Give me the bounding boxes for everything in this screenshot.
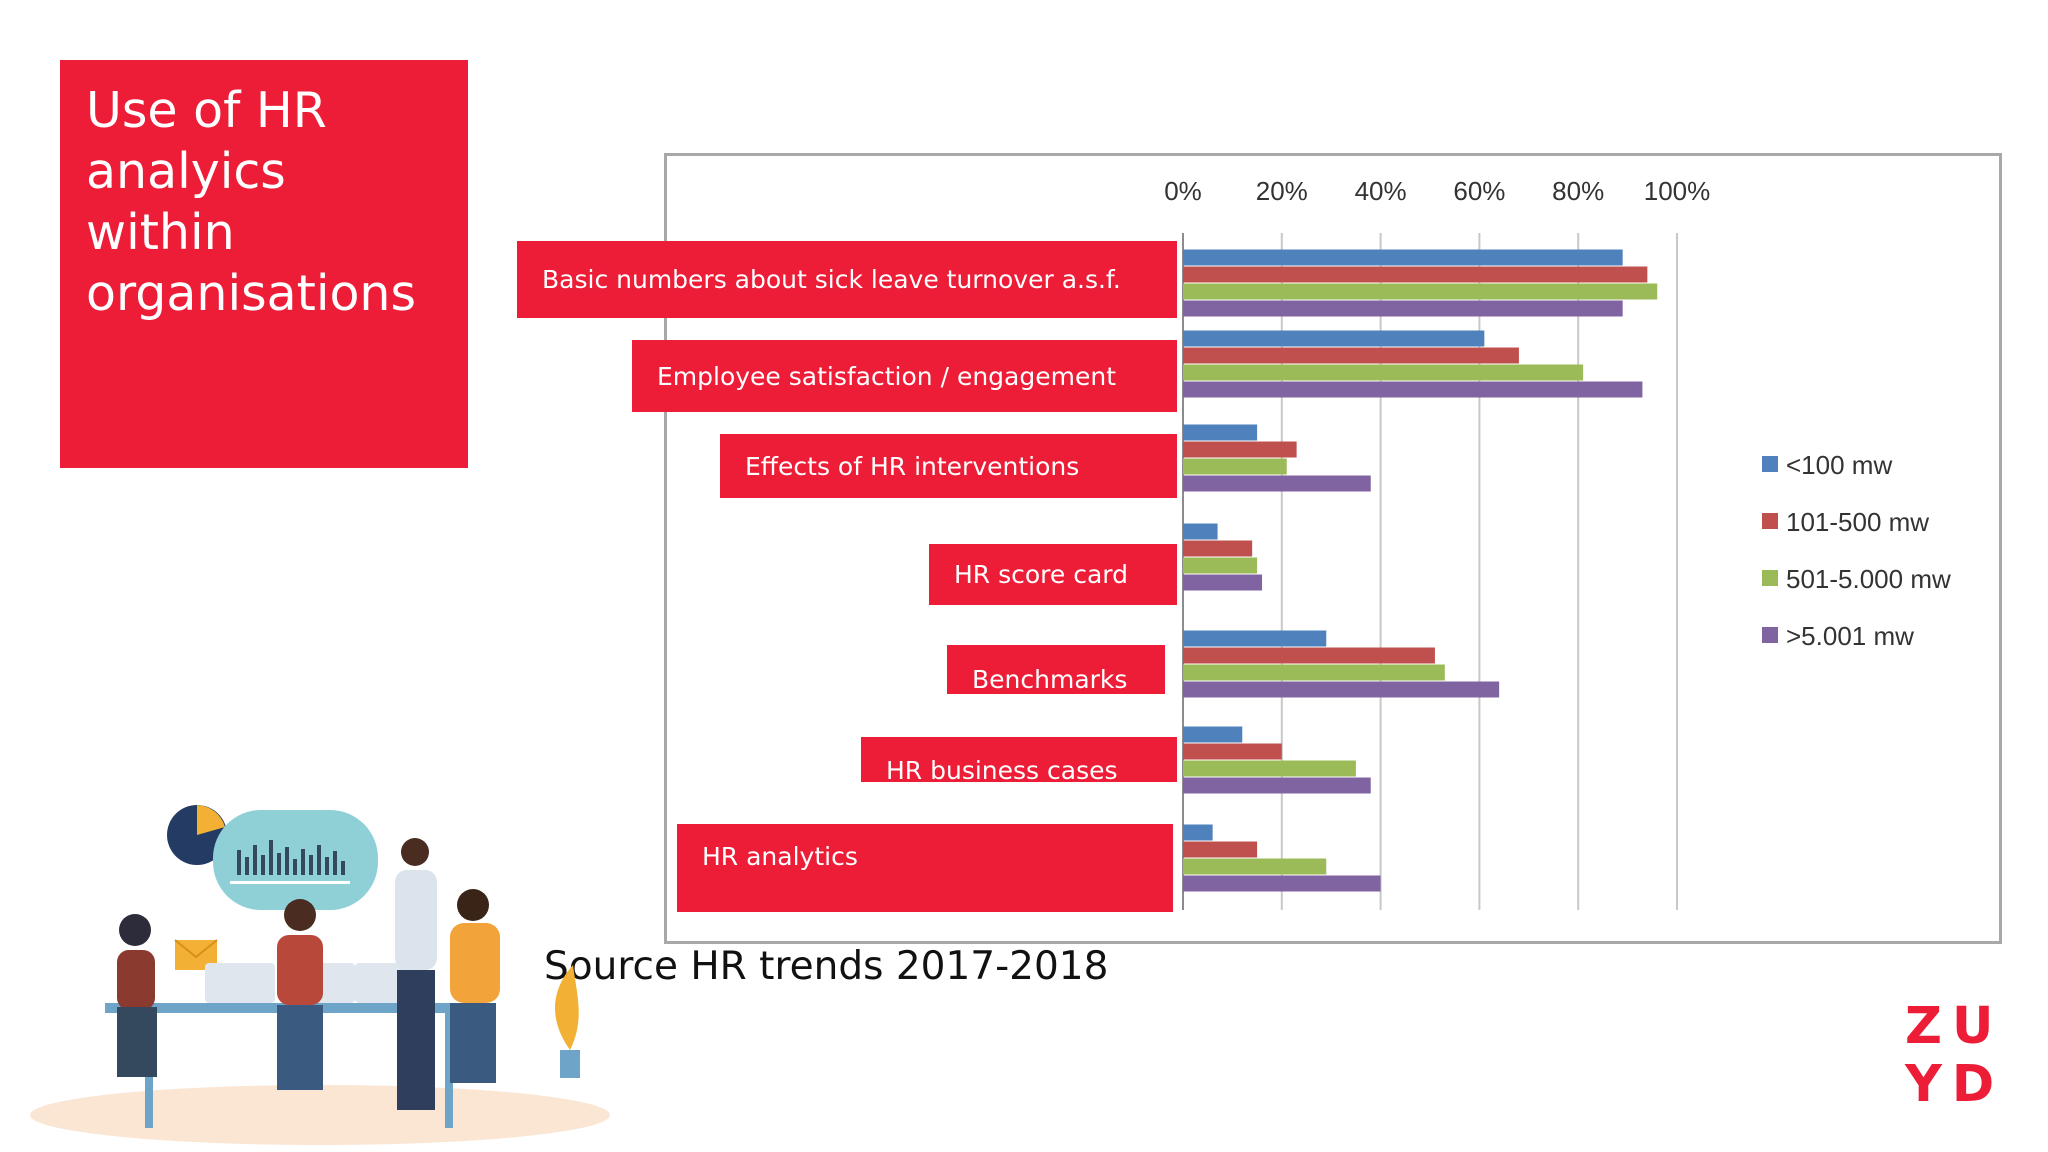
category-label: HR business cases — [861, 737, 1177, 782]
bar — [1183, 743, 1282, 760]
x-tick-label: 80% — [1552, 176, 1604, 206]
bar — [1183, 475, 1371, 492]
zuyd-logo: ZU YD — [1905, 998, 1995, 1114]
category-label: HR score card — [929, 544, 1177, 605]
bar — [1183, 777, 1371, 794]
bar — [1183, 283, 1658, 300]
bar — [1183, 824, 1213, 841]
bar — [1183, 760, 1356, 777]
bar — [1183, 858, 1327, 875]
source-caption: Source HR trends 2017-2018 — [544, 944, 1109, 989]
bar — [1183, 266, 1648, 283]
team-meeting-illustration — [30, 805, 610, 1145]
legend-swatch — [1762, 570, 1778, 586]
legend-label: <100 mw — [1786, 450, 1892, 480]
bar — [1183, 300, 1623, 317]
category-label: Benchmarks — [947, 645, 1165, 694]
bar — [1183, 249, 1623, 266]
logo-line: YD — [1905, 1055, 2005, 1114]
bar — [1183, 681, 1500, 698]
legend-label: 501-5.000 mw — [1786, 564, 1951, 594]
bar — [1183, 875, 1381, 892]
category-label: Basic numbers about sick leave turnover … — [517, 241, 1177, 318]
bar — [1183, 630, 1327, 647]
x-tick-label: 20% — [1256, 176, 1308, 206]
bar — [1183, 664, 1445, 681]
legend-swatch — [1762, 627, 1778, 643]
bar — [1183, 381, 1643, 398]
bar — [1183, 364, 1584, 381]
bar — [1183, 726, 1243, 743]
bar — [1183, 330, 1485, 347]
category-label: HR analytics — [677, 824, 1173, 912]
bar — [1183, 540, 1253, 557]
slide-title: Use of HR analyics within organisations — [60, 60, 468, 468]
legend-swatch — [1762, 513, 1778, 529]
bar — [1183, 647, 1435, 664]
bar — [1183, 841, 1258, 858]
bar — [1183, 523, 1218, 540]
x-tick-label: 60% — [1453, 176, 1505, 206]
category-label: Effects of HR interventions — [720, 434, 1177, 498]
legend-label: 101-500 mw — [1786, 507, 1929, 537]
legend-swatch — [1762, 456, 1778, 472]
x-tick-label: 0% — [1164, 176, 1202, 206]
category-label: Employee satisfaction / engagement — [632, 340, 1177, 412]
bar — [1183, 574, 1263, 591]
bar — [1183, 458, 1287, 475]
x-tick-label: 100% — [1644, 176, 1711, 206]
bar — [1183, 424, 1258, 441]
x-tick-label: 40% — [1355, 176, 1407, 206]
bar — [1183, 441, 1297, 458]
legend-label: >5.001 mw — [1786, 621, 1914, 651]
bar — [1183, 347, 1519, 364]
logo-line: ZU — [1905, 997, 2004, 1056]
bar — [1183, 557, 1258, 574]
